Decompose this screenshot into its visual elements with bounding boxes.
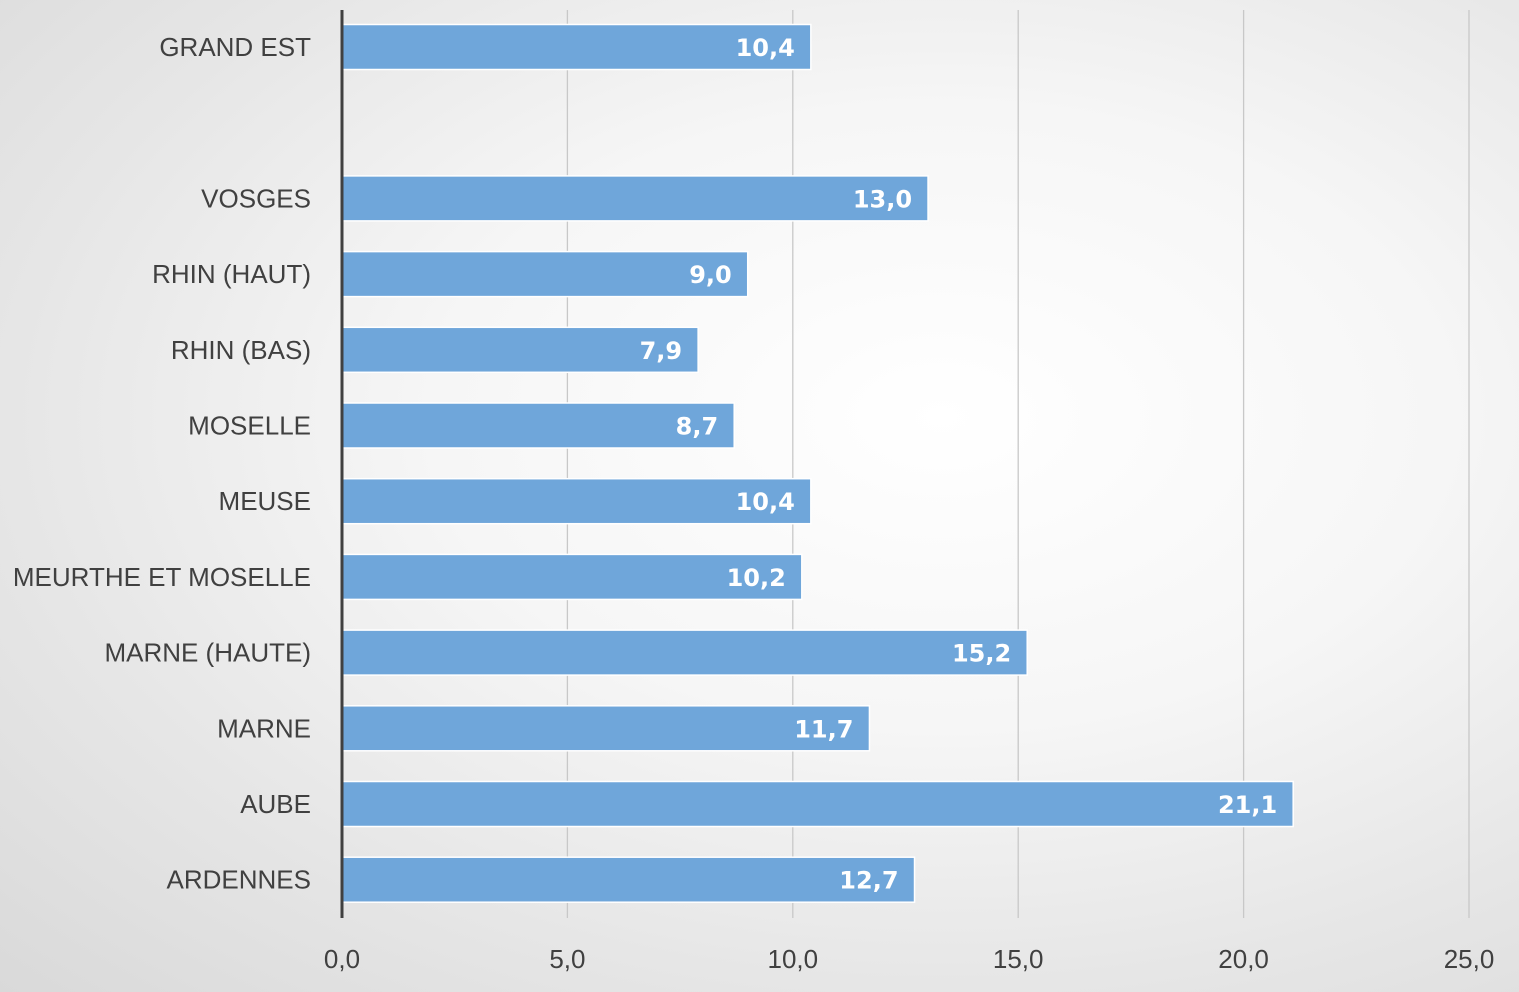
bar-6 (341, 477, 812, 525)
x-tick-label-2: 10,0 (767, 944, 818, 974)
category-label-3: RHIN (HAUT) (152, 259, 311, 289)
category-label-2: VOSGES (201, 183, 311, 213)
bar-9 (341, 705, 871, 752)
data-label-2: 13,0 (853, 185, 912, 213)
data-label-4: 7,9 (640, 337, 683, 365)
x-tick-label-3: 15,0 (993, 944, 1044, 974)
gridlines (566, 10, 1470, 918)
data-label-10: 21,1 (1218, 791, 1277, 819)
data-label-5: 8,7 (676, 413, 719, 441)
bar-7 (341, 553, 803, 601)
x-tick-label-5: 25,0 (1444, 944, 1495, 974)
category-label-6: MEUSE (219, 486, 311, 516)
data-label-0: 10,4 (736, 34, 795, 62)
bar-2 (341, 175, 929, 222)
data-label-6: 10,4 (736, 488, 795, 516)
bar-8 (341, 629, 1028, 676)
category-label-5: MOSELLE (188, 411, 311, 441)
category-label-7: MEURTHE ET MOSELLE (13, 562, 311, 592)
x-tick-label-4: 20,0 (1218, 944, 1269, 974)
data-label-7: 10,2 (727, 564, 786, 592)
category-label-9: MARNE (217, 713, 311, 743)
bar-5 (341, 402, 735, 449)
x-tick-label-1: 5,0 (549, 944, 585, 974)
bar-3 (341, 250, 749, 298)
category-label-0: GRAND EST (159, 32, 311, 62)
category-label-4: RHIN (BAS) (171, 335, 311, 365)
bar-11 (341, 856, 916, 903)
category-label-8: MARNE (HAUTE) (104, 638, 311, 668)
data-label-11: 12,7 (839, 867, 898, 895)
data-label-8: 15,2 (952, 640, 1011, 668)
data-label-3: 9,0 (689, 261, 732, 289)
labels: 0,0 5,0 10,0 15,0 20,0 25,0 GRAND EST 10,4 VOSGE… (13, 32, 1494, 974)
x-tick-label-0: 0,0 (324, 944, 360, 974)
bar-0 (341, 23, 812, 71)
category-label-11: ARDENNES (167, 865, 311, 895)
category-label-10: AUBE (240, 789, 311, 819)
data-label-9: 11,7 (794, 715, 853, 743)
bar-10 (341, 780, 1294, 828)
bars (341, 23, 1294, 903)
